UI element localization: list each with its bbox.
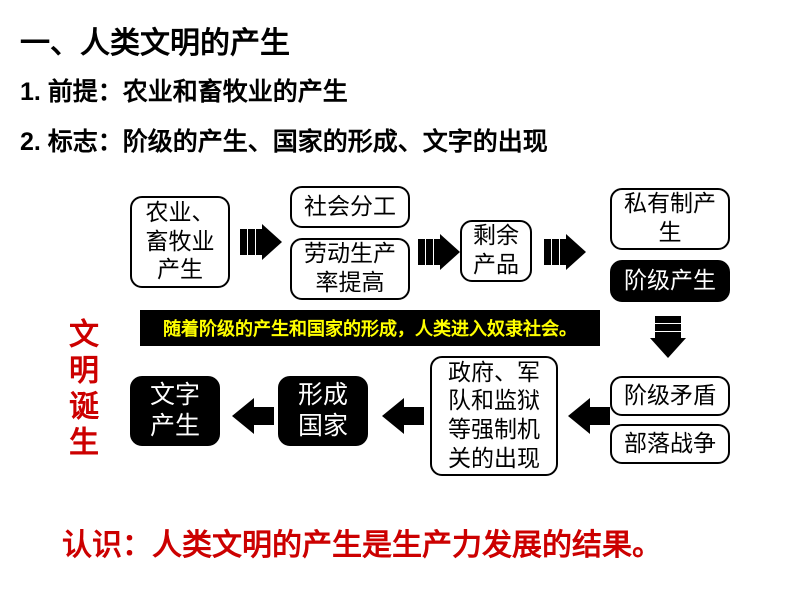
node-n8: 部落战争	[610, 424, 730, 464]
node-n9: 政府、军队和监狱等强制机关的出现	[430, 356, 558, 476]
node-n6: 阶级产生	[610, 260, 730, 302]
node-n10: 形成国家	[278, 376, 368, 446]
arrow-n10-n11	[232, 398, 274, 434]
premise-line: 1. 前提：农业和畜牧业的产生	[20, 72, 348, 108]
arrow-n6-n7	[650, 316, 686, 358]
node-n1: 农业、畜牧业产生	[130, 196, 230, 288]
banner-slave-society: 随着阶级的产生和国家的形成，人类进入奴隶社会。	[140, 310, 600, 346]
conclusion-text: 认识：人类文明的产生是生产力发展的结果。	[62, 520, 662, 564]
arrow-n4-n5n6	[544, 234, 586, 270]
node-n2: 社会分工	[290, 186, 410, 228]
arrow-n2n3-n4	[418, 234, 460, 270]
arrow-n7n8-n9	[568, 398, 610, 434]
arrow-n9-n10	[382, 398, 424, 434]
node-n3: 劳动生产率提高	[290, 238, 410, 300]
node-n7: 阶级矛盾	[610, 376, 730, 416]
arrow-n1-n2n3	[240, 224, 282, 260]
node-n11: 文字产生	[130, 376, 220, 446]
vertical-label-civilization-birth: 文明诞生	[58, 318, 102, 462]
main-title: 一、人类文明的产生	[20, 18, 290, 62]
node-n4: 剩余产品	[460, 220, 532, 282]
node-n5: 私有制产生	[610, 188, 730, 250]
marker-line: 2. 标志：阶级的产生、国家的形成、文字的出现	[20, 122, 548, 158]
